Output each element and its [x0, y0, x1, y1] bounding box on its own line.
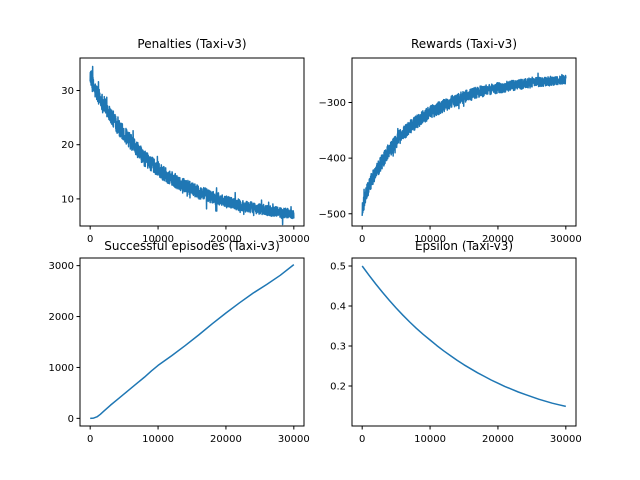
x-tick-label: 30000 — [278, 234, 310, 245]
plot-area — [361, 72, 567, 216]
chart-title: Successful episodes (Taxi-v3) — [104, 239, 280, 253]
subplot-rewards: Rewards (Taxi-v3) 0 10000 20000 30000 −500 −4… — [319, 37, 582, 245]
y-tick-label: 2000 — [49, 312, 74, 323]
x-tick-label: 10000 — [142, 234, 174, 245]
axis-ticks: 0 10000 20000 30000 0 1000 2000 3000 — [49, 261, 310, 445]
chart-title: Penalties (Taxi-v3) — [137, 37, 246, 51]
axis-ticks: 0 10000 20000 30000 0.2 0.3 0.4 0.5 — [330, 262, 582, 446]
x-tick-label: 20000 — [210, 234, 242, 245]
series-line — [361, 265, 566, 408]
axes-frame — [351, 57, 577, 227]
x-tick-label: 10000 — [414, 434, 446, 445]
series-line — [89, 65, 295, 226]
x-tick-label: 30000 — [550, 234, 582, 245]
series-line — [90, 264, 295, 420]
x-tick-label: 0 — [359, 234, 365, 245]
y-tick-label: 0 — [68, 414, 74, 425]
subplot-epsilon: Epsilon (Taxi-v3) 0 10000 20000 30000 0.2 0.3… — [330, 239, 582, 445]
series-line — [361, 72, 567, 216]
y-tick-label: 0.2 — [330, 382, 346, 393]
chart-title: Epsilon (Taxi-v3) — [415, 239, 513, 253]
x-tick-label: 10000 — [414, 234, 446, 245]
axis-ticks: 0 10000 20000 30000 10 20 30 — [61, 86, 309, 245]
x-tick-label: 0 — [87, 234, 93, 245]
plot-area — [90, 264, 295, 420]
y-tick-label: 0.4 — [330, 302, 346, 313]
chart-title: Rewards (Taxi-v3) — [411, 37, 517, 51]
y-tick-label: 30 — [61, 86, 74, 97]
y-tick-label: −400 — [319, 154, 346, 165]
x-tick-label: 20000 — [210, 434, 242, 445]
y-tick-label: 0.5 — [330, 262, 346, 273]
x-tick-label: 0 — [359, 434, 365, 445]
axis-ticks: 0 10000 20000 30000 −500 −400 −300 — [319, 98, 582, 245]
x-tick-label: 30000 — [278, 434, 310, 445]
y-tick-label: 3000 — [49, 261, 74, 272]
axes-frame — [79, 57, 305, 227]
plot-area — [361, 265, 566, 408]
x-tick-label: 20000 — [482, 234, 514, 245]
y-tick-label: 0.3 — [330, 342, 346, 353]
plot-area — [89, 65, 295, 226]
subplot-penalties: Penalties (Taxi-v3) 0 10000 20000 30000 10 20… — [61, 37, 309, 245]
x-tick-label: 30000 — [550, 434, 582, 445]
x-tick-label: 20000 — [482, 434, 514, 445]
x-tick-label: 0 — [87, 434, 93, 445]
x-tick-label: 10000 — [142, 434, 174, 445]
axes-frame — [351, 257, 577, 427]
axes-frame — [79, 257, 305, 427]
y-tick-label: 20 — [61, 140, 74, 151]
y-tick-label: −300 — [319, 98, 346, 109]
y-tick-label: −500 — [319, 209, 346, 220]
y-tick-label: 10 — [61, 194, 74, 205]
y-tick-label: 1000 — [49, 363, 74, 374]
subplot-successful-episodes: Successful episodes (Taxi-v3) 0 10000 2000… — [49, 239, 310, 445]
